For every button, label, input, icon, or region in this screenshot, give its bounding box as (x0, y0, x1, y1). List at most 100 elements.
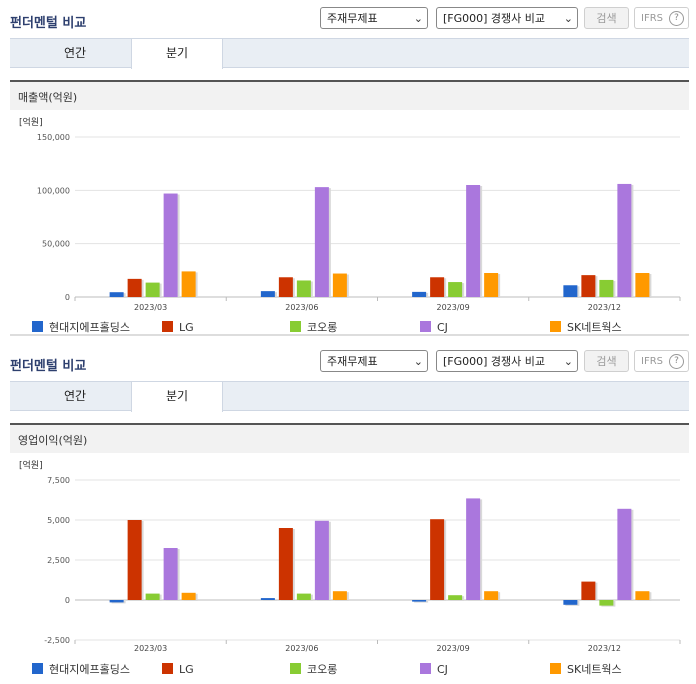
legend-label-hyundai-gf: 현대지에프홀딩스 (49, 321, 130, 333)
bar-kolon-2023-06 (296, 280, 311, 297)
bar-cj-2023-03 (163, 548, 178, 600)
bar-sk-networks-2023-06 (332, 591, 347, 600)
comparison-select-value: [FG000] 경쟁사 비교 (443, 355, 546, 368)
ifrs-label: IFRS (641, 13, 663, 24)
bar-cj-2023-09 (466, 185, 481, 297)
bar-lg-2023-06 (278, 528, 293, 600)
comparison-select[interactable]: [FG000] 경쟁사 비교 ⌄ (436, 7, 578, 29)
legend-swatch-cj (420, 321, 431, 332)
statement-select-value: 주재무제표 (327, 12, 378, 25)
bar-kolon-2023-06 (296, 593, 311, 600)
period-tabs: 연간 분기 (10, 38, 689, 69)
y-tick-label: 7,500 (47, 476, 70, 485)
period-tabs: 연간 분기 (10, 381, 689, 412)
legend-label-cj: CJ (437, 663, 448, 676)
tab-annual[interactable]: 연간 (63, 46, 87, 60)
legend-swatch-sk-networks (550, 663, 561, 674)
chevron-down-icon: ⌄ (413, 355, 423, 368)
bar-lg-2023-03 (127, 278, 142, 297)
x-tick-label: 2023/03 (134, 644, 167, 653)
bar-hyundai-gf-2023-03 (109, 292, 124, 297)
bar-shadow (414, 601, 429, 603)
legend-swatch-lg (162, 321, 173, 332)
legend-label-hyundai-gf: 현대지에프홀딩스 (49, 663, 130, 676)
bar-lg-2023-03 (127, 520, 142, 600)
bar-hyundai-gf-2023-03 (109, 600, 124, 603)
legend-label-sk-networks: SK네트웍스 (567, 663, 622, 676)
metric-header: 영업이익(억원) (10, 423, 689, 453)
y-tick-label: 0 (65, 293, 70, 302)
tab-quarterly[interactable]: 분기 (131, 382, 223, 412)
legend-swatch-kolon (290, 321, 301, 332)
search-button[interactable]: 검색 (584, 7, 629, 29)
bar-kolon-2023-09 (448, 282, 463, 297)
statement-select[interactable]: 주재무제표 ⌄ (320, 7, 428, 29)
bar-lg-2023-09 (430, 519, 445, 600)
statement-select[interactable]: 주재무제표 ⌄ (320, 350, 428, 372)
y-tick-label: -2,500 (44, 636, 70, 645)
chevron-down-icon: ⌄ (563, 12, 573, 25)
bar-lg-2023-09 (430, 277, 445, 297)
legend-label-cj: CJ (437, 321, 448, 333)
metric-title: 영업이익(억원) (18, 434, 88, 447)
y-tick-label: 100,000 (37, 186, 70, 195)
bar-hyundai-gf-2023-12 (563, 285, 578, 297)
help-icon[interactable]: ? (669, 354, 684, 369)
bar-cj-2023-03 (163, 193, 178, 297)
x-tick-label: 2023/03 (134, 303, 167, 312)
ifrs-button[interactable]: IFRS ? (634, 350, 689, 372)
bar-hyundai-gf-2023-06 (260, 598, 275, 600)
chevron-down-icon: ⌄ (413, 12, 423, 25)
y-tick-label: 150,000 (37, 133, 70, 142)
legend-swatch-lg (162, 663, 173, 674)
bar-sk-networks-2023-12 (635, 591, 650, 600)
x-tick-label: 2023/06 (285, 303, 318, 312)
operating-profit-chart: [억원] -2,500 0 2,500 5,000 7,500 2023/03 2023/06… (19, 459, 681, 676)
bar-hyundai-gf-2023-09 (412, 600, 427, 602)
ifrs-button[interactable]: IFRS ? (634, 7, 689, 29)
bar-lg-2023-06 (278, 277, 293, 297)
bar-sk-networks-2023-09 (484, 273, 499, 297)
fundamental-panel-operating-profit: 펀더멘털 비교 주재무제표 ⌄ [FG000] 경쟁사 비교 ⌄ 검색 IFRS… (0, 343, 696, 684)
x-tick-label: 2023/12 (588, 644, 621, 653)
fundamental-panel-revenue: 펀더멘털 비교 주재무제표 ⌄ [FG000] 경쟁사 비교 ⌄ 검색 IFRS… (0, 0, 696, 340)
bar-sk-networks-2023-03 (181, 592, 196, 600)
bar-lg-2023-12 (581, 581, 596, 600)
x-tick-label: 2023/12 (588, 303, 621, 312)
x-tick-label: 2023/09 (437, 644, 470, 653)
ifrs-label: IFRS (641, 356, 663, 367)
bar-sk-networks-2023-06 (332, 273, 347, 297)
panel-title: 펀더멘털 비교 (10, 16, 87, 31)
help-icon[interactable]: ? (669, 11, 684, 26)
bar-lg-2023-12 (581, 275, 596, 297)
panel-header: 펀더멘털 비교 주재무제표 ⌄ [FG000] 경쟁사 비교 ⌄ 검색 IFRS… (0, 343, 696, 379)
y-tick-label: 0 (65, 596, 70, 605)
legend-label-lg: LG (179, 321, 194, 333)
y-tick-label: 50,000 (42, 240, 70, 249)
legend-label-lg: LG (179, 663, 194, 676)
legend-swatch-sk-networks (550, 321, 561, 332)
statement-select-value: 주재무제표 (327, 355, 378, 368)
bar-shadow (262, 599, 277, 601)
y-unit-label: [억원] (19, 459, 43, 471)
bar-cj-2023-09 (466, 498, 481, 600)
bar-kolon-2023-03 (145, 593, 160, 600)
comparison-select[interactable]: [FG000] 경쟁사 비교 ⌄ (436, 350, 578, 372)
panel-header: 펀더멘털 비교 주재무제표 ⌄ [FG000] 경쟁사 비교 ⌄ 검색 IFRS… (0, 0, 696, 36)
legend-label-kolon: 코오롱 (307, 663, 337, 676)
bar-kolon-2023-03 (145, 282, 160, 297)
bar-cj-2023-06 (314, 187, 329, 297)
bar-sk-networks-2023-03 (181, 271, 196, 297)
bar-kolon-2023-12 (599, 279, 614, 297)
x-tick-label: 2023/06 (285, 644, 318, 653)
tab-quarterly[interactable]: 분기 (131, 39, 223, 69)
bar-cj-2023-06 (314, 520, 329, 600)
tab-annual[interactable]: 연간 (63, 389, 87, 403)
search-button[interactable]: 검색 (584, 350, 629, 372)
legend-swatch-cj (420, 663, 431, 674)
metric-title: 매출액(억원) (18, 91, 78, 104)
legend-swatch-kolon (290, 663, 301, 674)
bar-cj-2023-12 (617, 508, 632, 600)
bar-hyundai-gf-2023-09 (412, 291, 427, 297)
panel-title: 펀더멘털 비교 (10, 359, 87, 374)
